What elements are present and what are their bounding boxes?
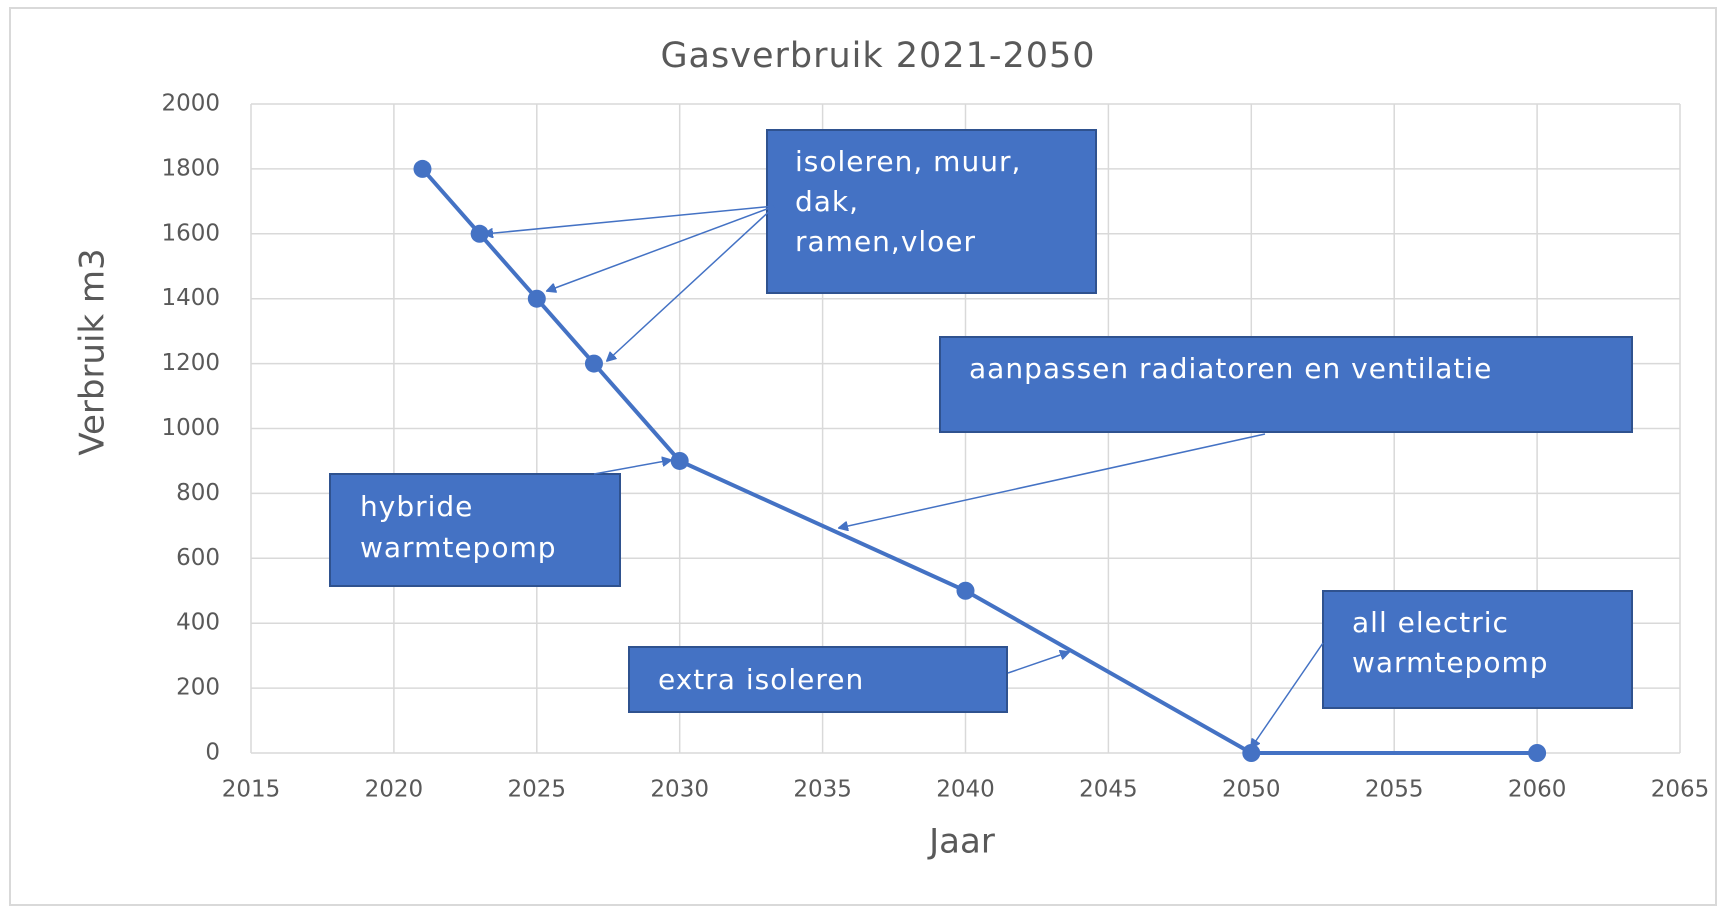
annotation-text: warmtepomp	[1352, 646, 1549, 679]
annotation-box	[939, 336, 1633, 433]
annotation-arrow	[593, 460, 671, 475]
data-point	[413, 159, 432, 178]
annotation-arrow	[1007, 652, 1069, 674]
y-tick-label: 1800	[161, 155, 220, 181]
annotation-arrow	[484, 205, 776, 234]
y-tick-label: 1400	[161, 285, 220, 311]
chart-title: Gasverbruik 2021-2050	[660, 36, 1095, 76]
annotation-box	[1322, 590, 1633, 709]
y-tick-label: 2000	[161, 91, 220, 117]
plot	[413, 159, 1547, 762]
data-point	[956, 581, 975, 600]
y-tick-label: 1000	[161, 415, 220, 441]
x-tick-label: 2065	[1651, 777, 1710, 803]
annotation-text: warmtepomp	[360, 531, 557, 564]
annotation-text: aanpassen radiatoren en ventilatie	[969, 352, 1492, 385]
x-tick-label: 2050	[1222, 777, 1281, 803]
annotation: aanpassen radiatoren en ventilatie	[839, 336, 1633, 528]
annotation: extra isoleren	[628, 646, 1069, 713]
annotation-box	[628, 646, 1008, 713]
x-tick-label: 2030	[650, 777, 709, 803]
y-tick-label: 1600	[161, 220, 220, 246]
x-axis-label: Jaar	[927, 822, 995, 862]
data-point	[670, 451, 689, 470]
annotation: hybride warmtepomp	[329, 460, 671, 587]
y-tick-label: 200	[176, 675, 220, 701]
x-tick-label: 2025	[508, 777, 567, 803]
annotation-box	[329, 473, 621, 587]
y-tick-label: 400	[176, 610, 220, 636]
annotation-text: all electric	[1352, 606, 1509, 639]
annotation: all electric warmtepomp	[1251, 590, 1633, 748]
x-tick-label: 2060	[1508, 777, 1567, 803]
x-tick-label: 2015	[222, 777, 281, 803]
y-tick-label: 1200	[161, 350, 220, 376]
annotation-arrow	[607, 205, 776, 361]
annotation-text: ramen,vloer	[795, 225, 976, 258]
annotation-arrow	[839, 433, 1266, 528]
annotation-arrow	[547, 205, 776, 291]
annotation-text: hybride	[360, 490, 473, 523]
x-tick-label: 2035	[793, 777, 852, 803]
annotation-box	[766, 129, 1097, 294]
annotation-text: extra isoleren	[658, 663, 864, 696]
x-tick-label: 2055	[1365, 777, 1424, 803]
y-tick-label: 800	[176, 480, 220, 506]
y-tick-label: 0	[205, 740, 220, 766]
data-point	[584, 354, 603, 373]
y-tick-label: 600	[176, 545, 220, 571]
x-tick-label: 2040	[936, 777, 995, 803]
annotation-text: isoleren, muur,	[795, 145, 1021, 178]
x-tick-label: 2045	[1079, 777, 1138, 803]
annotation-text: dak,	[795, 185, 859, 218]
annotation-arrow	[1251, 642, 1324, 748]
y-axis-label: Verbruik m3	[73, 248, 113, 455]
data-point	[527, 289, 546, 308]
x-tick-label: 2020	[365, 777, 424, 803]
series-line	[420, 167, 1538, 755]
data-point	[1528, 744, 1547, 762]
chart-frame	[9, 7, 1717, 906]
annotation: isoleren, muur, dak, ramen,vloer	[484, 129, 1097, 361]
